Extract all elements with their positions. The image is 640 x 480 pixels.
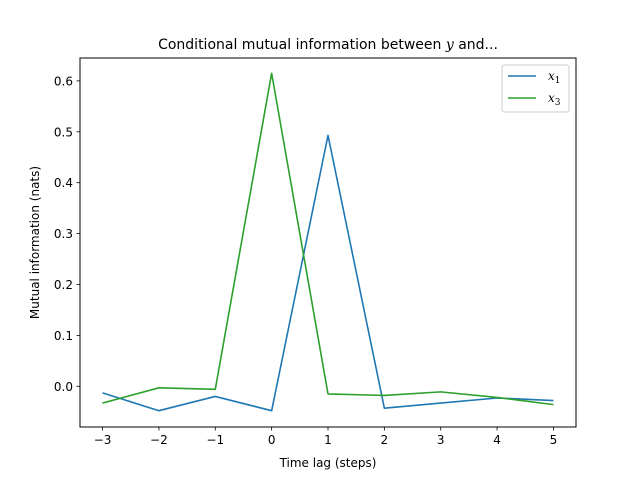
legend-label-x3: x3 [548, 91, 561, 108]
x-tick-label: 5 [550, 433, 558, 447]
y-axis-label: Mutual information (nats) [28, 166, 42, 319]
legend-label-x1: x1 [548, 69, 561, 86]
x-tick-label: −2 [150, 433, 168, 447]
series-line-x1 [102, 134, 554, 412]
x-tick-label: 0 [268, 433, 276, 447]
x-axis-ticks: −3 −2 −1 0 1 2 3 4 5 [94, 427, 558, 447]
x-tick-label: 3 [437, 433, 445, 447]
x-tick-label: −1 [206, 433, 224, 447]
x-tick-label: 4 [493, 433, 501, 447]
chart-title: Conditional mutual information between y… [158, 37, 498, 53]
x-tick-label: 1 [324, 433, 332, 447]
x-axis-label: Time lag (steps) [279, 456, 377, 470]
y-tick-label: 0.6 [54, 74, 73, 88]
series-line-x3 [102, 72, 554, 406]
x-tick-label: −3 [94, 433, 112, 447]
y-tick-label: 0.5 [54, 125, 73, 139]
axes-frame [79, 57, 577, 428]
y-tick-label: 0.3 [54, 227, 73, 241]
y-axis-ticks: 0.0 0.1 0.2 0.3 0.4 0.5 0.6 [54, 74, 80, 394]
y-tick-label: 0.0 [54, 380, 73, 394]
y-tick-label: 0.4 [54, 176, 73, 190]
y-tick-label: 0.2 [54, 278, 73, 292]
plot-lines [102, 72, 554, 412]
y-tick-label: 0.1 [54, 329, 73, 343]
x-tick-label: 2 [381, 433, 389, 447]
